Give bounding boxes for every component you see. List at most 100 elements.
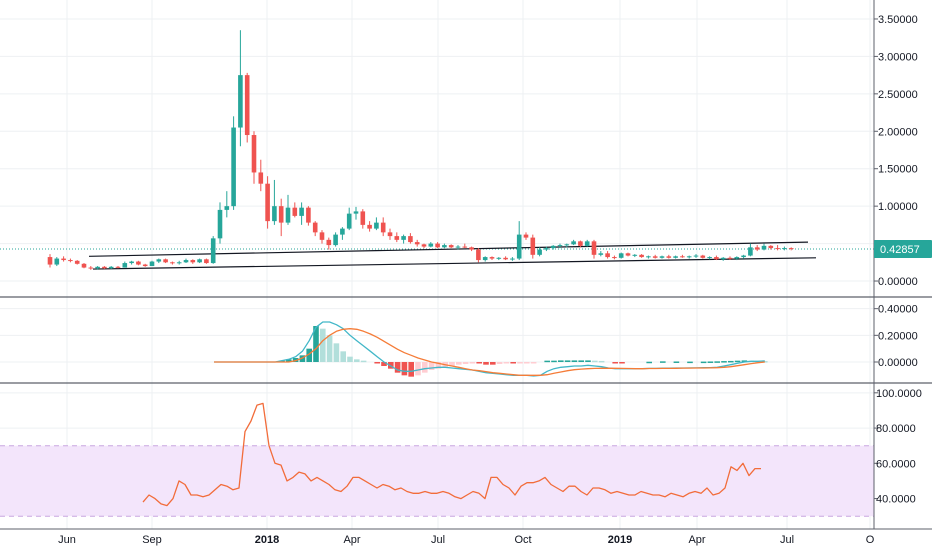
macd-histogram-bar	[347, 356, 353, 362]
candle-body	[54, 258, 60, 265]
candle-body	[251, 135, 257, 173]
macd-histogram-bar	[524, 362, 530, 364]
candle-body	[278, 206, 284, 223]
candle-body	[598, 253, 604, 255]
macd-histogram-bar	[449, 362, 455, 366]
candle-body	[265, 183, 270, 222]
candle-body	[204, 259, 209, 264]
time-axis-label: 2018	[255, 534, 279, 546]
candle-body	[523, 234, 529, 238]
macd-histogram-bar	[360, 360, 367, 363]
candle-body	[122, 263, 128, 268]
candle-body	[591, 241, 597, 255]
rsi-axis-tick-label: 40.0000	[876, 494, 916, 506]
candle-body	[333, 234, 338, 246]
candle-body	[578, 241, 583, 246]
macd-histogram-bar	[551, 360, 557, 363]
candle-body	[326, 239, 332, 246]
candle-body	[442, 245, 447, 248]
macd-histogram-bar	[462, 362, 469, 364]
macd-histogram-bar	[483, 362, 489, 365]
macd-histogram-bar	[517, 362, 523, 364]
candle-body	[340, 228, 345, 235]
candle-body	[482, 257, 488, 261]
rsi-band-fill	[0, 445, 874, 517]
macd-histogram-bar	[292, 358, 299, 362]
candle-body	[319, 232, 325, 240]
candle-body	[258, 172, 264, 184]
candle-body	[788, 248, 794, 250]
price-axis-tick-label: 2.50000	[878, 89, 918, 101]
time-axis-label: 2019	[608, 534, 632, 546]
candle-body	[210, 238, 216, 264]
macd-histogram-bar	[571, 360, 578, 362]
candle-body	[448, 245, 454, 248]
candle-body	[489, 257, 495, 259]
candle-body	[734, 257, 740, 259]
trendlines	[0, 241, 874, 270]
rsi-band	[0, 445, 874, 517]
rsi-axis-tick-label: 80.0000	[876, 423, 916, 435]
macd-histogram-bar	[619, 362, 625, 364]
macd-histogram-bar	[496, 362, 503, 364]
candle-body	[394, 236, 400, 240]
candle-body	[727, 257, 733, 259]
candle-body	[455, 246, 461, 248]
macd-histogram-bar	[530, 362, 537, 364]
macd-histogram-bar	[721, 361, 727, 363]
candle-body	[346, 213, 352, 229]
candle-body	[686, 256, 692, 258]
candle-body	[299, 207, 304, 216]
macd-histogram-bar	[286, 359, 292, 362]
candle-body	[163, 259, 168, 263]
macd-histogram-bar	[326, 335, 333, 362]
macd-histogram-bar	[544, 360, 550, 363]
candle-body	[367, 224, 372, 229]
candle-body	[306, 207, 311, 223]
trendline-lower	[92, 257, 817, 270]
candle-body	[714, 257, 719, 260]
candle-body	[61, 258, 66, 261]
candle-body	[652, 256, 658, 258]
macd-histogram-bar	[435, 362, 442, 369]
candle-body	[584, 241, 590, 246]
candle-body	[285, 207, 291, 223]
macd-histogram-bar	[333, 343, 340, 362]
candle-body	[102, 266, 107, 269]
macd-histogram-bar	[585, 360, 591, 362]
macd-histogram-bar	[401, 362, 408, 376]
candle-body	[768, 245, 774, 249]
macd-histogram-bar	[476, 362, 482, 364]
candle-body	[530, 237, 536, 255]
candle-body	[115, 266, 121, 268]
macd-histogram-bar	[490, 362, 496, 365]
candle-body	[142, 264, 148, 267]
time-axis-label: Sep	[142, 534, 162, 546]
candle-body	[666, 256, 672, 258]
price-axis-tick-label: 3.50000	[878, 14, 918, 26]
rsi-axis-tick-label: 100.0000	[876, 388, 922, 400]
macd-histogram-bar	[456, 362, 462, 365]
macd-histogram-bar	[313, 326, 319, 362]
candle-body	[775, 248, 780, 250]
candle-body	[761, 245, 767, 250]
time-axis: Jun Sep 2018 Apr Jul Oct 2019 Apr Jul O	[58, 534, 875, 546]
macd-axis-tick-label: 0.00000	[878, 357, 918, 369]
candle-body	[625, 253, 631, 256]
price-axis-tick-label: 1.50000	[878, 164, 918, 176]
candle-body	[244, 75, 250, 136]
candle-body	[782, 248, 787, 250]
candle-body	[149, 261, 155, 267]
candle-body	[700, 255, 706, 258]
candle-body	[81, 263, 87, 268]
macd-histogram-bar	[510, 362, 516, 364]
candle-body	[741, 255, 746, 258]
macd-histogram-bar	[558, 360, 564, 362]
macd-histogram-bar	[564, 360, 571, 362]
rsi-axis-tick-label: 60.0000	[876, 458, 916, 470]
candle-body	[224, 206, 230, 210]
macd-histogram-bar	[598, 360, 605, 363]
price-axis-tick-label: 2.00000	[878, 126, 918, 138]
candle-body	[380, 222, 386, 233]
